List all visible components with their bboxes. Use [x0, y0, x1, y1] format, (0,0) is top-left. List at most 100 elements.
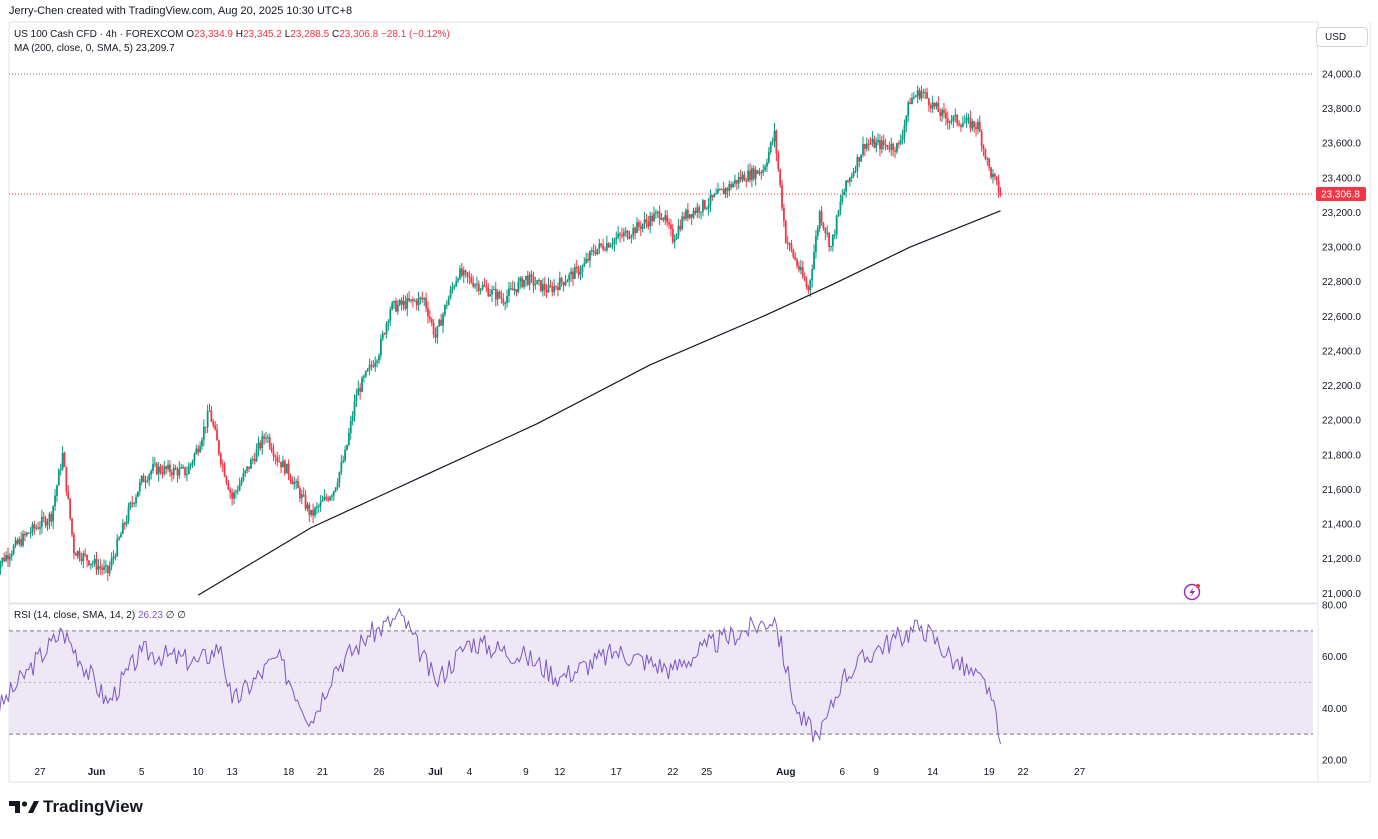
candle-body: [293, 482, 296, 485]
candle-body: [513, 289, 516, 291]
alert-icon[interactable]: [1183, 583, 1201, 601]
time-tick-label: 10: [193, 767, 205, 778]
price-tick-label: 21,400.0: [1322, 520, 1361, 531]
candle-body: [444, 305, 446, 315]
candle-body: [903, 125, 906, 136]
candle-body: [481, 285, 484, 290]
candle-body: [564, 282, 567, 286]
candle-body: [579, 271, 582, 275]
candle-body: [992, 173, 994, 178]
time-tick-label: Aug: [776, 767, 795, 778]
open-value: 23,334.9: [194, 29, 233, 40]
candle-body: [799, 267, 802, 271]
candle-body: [14, 540, 17, 547]
candle-body: [848, 177, 851, 182]
ma-legend[interactable]: MA (200, close, 0, SMA, 5) 23,209.7: [14, 43, 175, 54]
candle-body: [786, 242, 789, 244]
candle-body: [847, 180, 849, 182]
last-price-tag-text: 23,306.8: [1321, 189, 1360, 200]
candle-body: [12, 546, 15, 554]
candle-body: [794, 256, 797, 260]
candle-body: [500, 297, 503, 299]
candle-body: [668, 222, 670, 225]
candle-body: [52, 506, 55, 522]
candle-body: [423, 298, 426, 300]
candle-body: [229, 489, 232, 493]
candle-body: [368, 364, 371, 369]
time-tick-label: 22: [667, 767, 679, 778]
open-label: O: [186, 29, 195, 40]
price-tick-label: 23,000.0: [1322, 243, 1361, 254]
candle-body: [525, 275, 527, 280]
candle-body: [152, 463, 154, 471]
candle-body: [896, 143, 898, 152]
candle-body: [764, 166, 766, 171]
candle-body: [711, 194, 714, 198]
candle-body: [784, 220, 787, 243]
candle-body: [268, 437, 271, 448]
candle-body: [971, 121, 974, 129]
candle-body: [977, 121, 979, 130]
candle-body: [432, 322, 435, 335]
candle-body: [0, 562, 2, 569]
ma-label: MA (200, close, 0, SMA, 5): [14, 43, 133, 54]
candle-body: [734, 180, 736, 184]
price-tick-label: 21,800.0: [1322, 450, 1361, 461]
candle-body: [948, 121, 951, 123]
candle-body: [775, 130, 778, 154]
candle-body: [613, 239, 616, 245]
candle-body: [225, 476, 228, 483]
candle-body: [255, 449, 258, 462]
rsi-tick-label: 40.00: [1322, 704, 1347, 715]
candle-body: [193, 453, 196, 462]
candle-body: [590, 250, 593, 252]
candle-body: [816, 228, 819, 237]
candle-body: [860, 154, 863, 162]
candle-body: [924, 92, 927, 94]
candle-body: [170, 472, 173, 476]
candle-body: [347, 432, 350, 445]
candle-body: [63, 452, 66, 467]
candle-body: [926, 92, 928, 99]
price-tick-label: 23,400.0: [1322, 173, 1361, 184]
symbol-label[interactable]: US 100 Cash CFD · 4h · FOREXCOM: [14, 29, 184, 40]
candle-body: [621, 234, 623, 237]
candle-body: [920, 91, 923, 99]
candle-body: [993, 173, 996, 177]
candle-body: [105, 565, 107, 567]
candle-body: [905, 115, 908, 126]
candle-body: [865, 143, 868, 149]
candle-body: [46, 521, 49, 526]
candle-body: [718, 189, 721, 191]
candle-body: [869, 143, 872, 145]
candle-body: [80, 558, 83, 562]
candle-body: [76, 551, 79, 556]
price-tick-label: 24,000.0: [1322, 69, 1361, 80]
rsi-extra-1: ∅: [165, 610, 175, 621]
candle-body: [340, 462, 343, 473]
tradingview-logo[interactable]: TradingView: [9, 797, 143, 817]
candle-body: [39, 526, 41, 529]
rsi-legend[interactable]: RSI (14, close, SMA, 14, 2) 26.23 ∅ ∅: [14, 610, 186, 621]
time-tick-label: 21: [317, 767, 329, 778]
candle-body: [839, 201, 842, 211]
candle-body: [129, 502, 132, 508]
candle-body: [660, 218, 663, 220]
candle-body: [850, 176, 853, 178]
time-tick-label: 13: [227, 767, 239, 778]
last-price-tag: [1316, 186, 1366, 201]
candle-body: [978, 121, 981, 132]
time-tick-label: 25: [701, 767, 713, 778]
currency-button[interactable]: USD: [1316, 27, 1368, 47]
candle-body: [717, 189, 719, 194]
candle-body: [59, 469, 62, 471]
candle-body: [208, 410, 211, 412]
candle-body: [440, 319, 443, 326]
candle-body: [543, 284, 546, 291]
candle-body: [389, 309, 392, 321]
candle-body: [530, 274, 533, 277]
candle-body: [112, 556, 115, 559]
candle-body: [219, 453, 222, 464]
rsi-value: 26.23: [137, 610, 163, 621]
